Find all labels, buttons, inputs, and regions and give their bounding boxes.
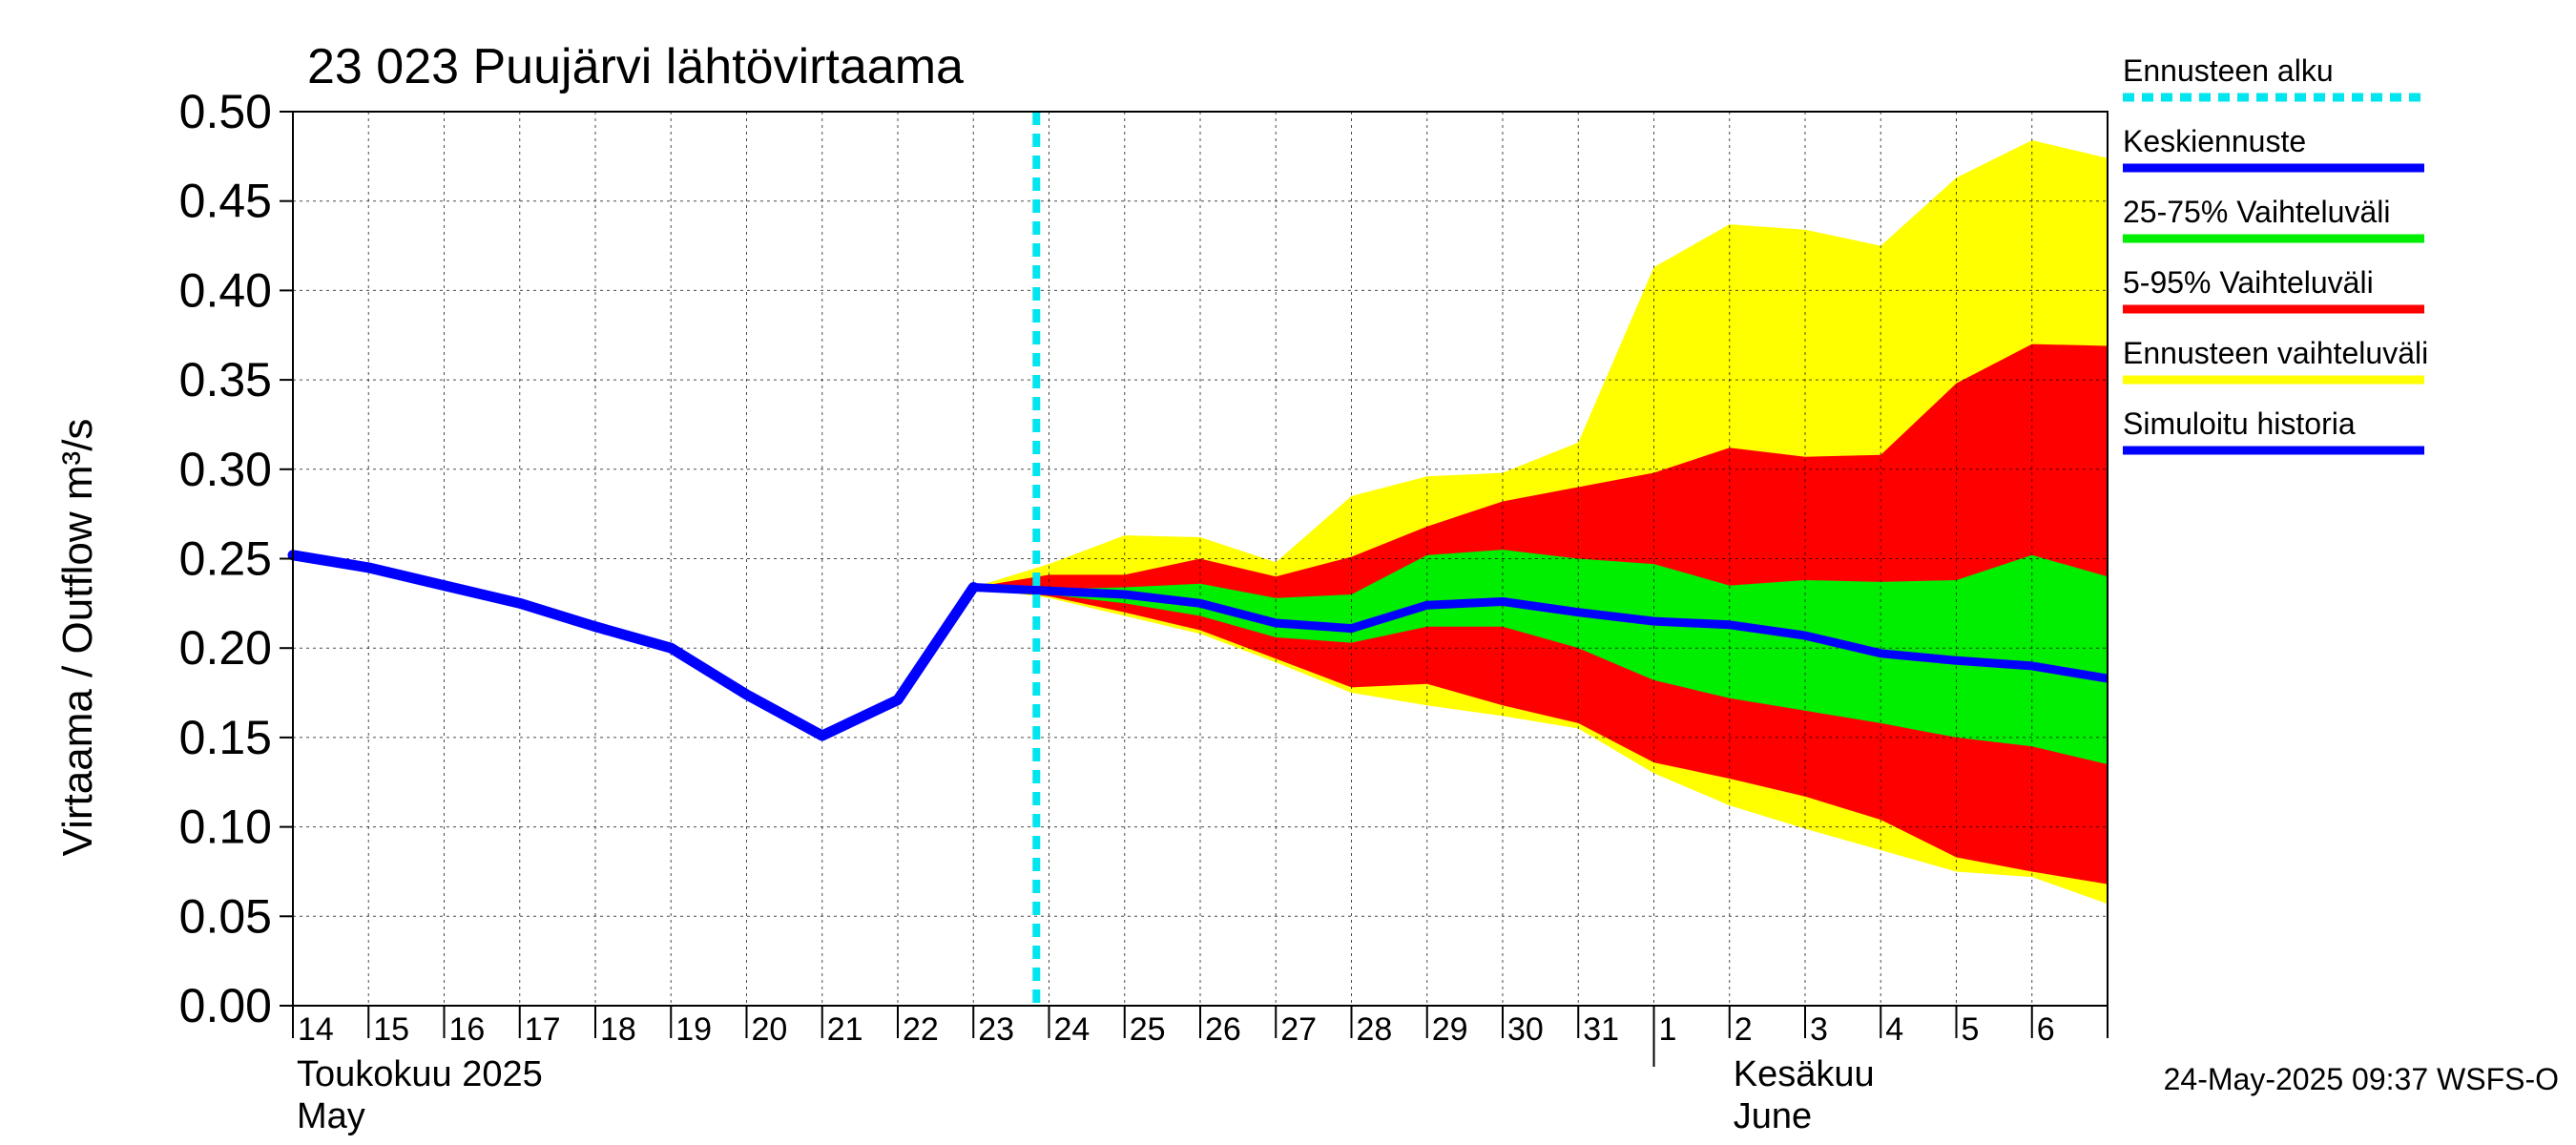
x-tick-label: 18 (600, 1011, 636, 1048)
month-label-line1: Kesäkuu (1734, 1054, 1875, 1094)
y-axis-label: Virtaama / Outflow m³/s (54, 419, 101, 857)
y-tick-label: 0.00 (179, 979, 272, 1032)
y-tick-label: 0.15 (179, 711, 272, 764)
legend-label: Ennusteen vaihteluväli (2123, 336, 2428, 370)
x-tick-label: 16 (449, 1011, 486, 1048)
legend-label: 5-95% Vaihteluväli (2123, 265, 2374, 300)
x-tick-label: 1 (1659, 1011, 1677, 1048)
x-tick-label: 15 (373, 1011, 409, 1048)
y-tick-label: 0.20 (179, 621, 272, 675)
y-tick-label: 0.45 (179, 175, 272, 228)
series-simulated-history (287, 550, 979, 741)
x-tick-label: 30 (1507, 1011, 1544, 1048)
x-tick-label: 6 (2037, 1011, 2055, 1048)
x-tick-label: 29 (1432, 1011, 1468, 1048)
month-label-line1: Toukokuu 2025 (297, 1054, 543, 1094)
forecast-bands (973, 140, 2108, 905)
month-label-line2: May (297, 1096, 365, 1136)
y-tick-label: 0.25 (179, 532, 272, 586)
chart-title: 23 023 Puujärvi lähtövirtaama (307, 39, 964, 94)
month-label-line2: June (1734, 1096, 1812, 1136)
x-tick-label: 31 (1583, 1011, 1619, 1048)
y-tick-label: 0.30 (179, 443, 272, 496)
legend: Ennusteen alku Keskiennuste 25-75% Vaihtel… (2123, 53, 2428, 455)
grid-lines (293, 112, 2108, 1006)
legend-label: 25-75% Vaihteluväli (2123, 195, 2390, 229)
x-tick-label: 4 (1885, 1011, 1903, 1048)
x-tick-label: 22 (903, 1011, 939, 1048)
series-median-forecast (973, 583, 2109, 683)
x-tick-label: 25 (1130, 1011, 1166, 1048)
x-tick-label: 2 (1735, 1011, 1753, 1048)
x-tick-label: 27 (1280, 1011, 1317, 1048)
footer-timestamp: 24-May-2025 09:37 WSFS-O (2164, 1062, 2559, 1096)
series-lines (287, 550, 2109, 741)
x-tick-label: 19 (675, 1011, 712, 1048)
x-axis-ticks: 14 15 16 17 18 19 20 21 22 23 24 25 26 27 28 29 30 31 1 2 3 4… (292, 1006, 2109, 1048)
y-tick-label: 0.10 (179, 801, 272, 854)
y-tick-label: 0.50 (179, 85, 272, 138)
x-tick-label: 17 (525, 1011, 561, 1048)
y-axis-ticks: 0.00 0.05 0.10 0.15 0.20 0.25 0.30 0.35 0.40 0.45… (179, 85, 293, 1032)
legend-label: Simuloitu historia (2123, 406, 2356, 441)
y-tick-label: 0.35 (179, 353, 272, 406)
legend-label: Ennusteen alku (2123, 53, 2334, 88)
x-tick-label: 28 (1357, 1011, 1393, 1048)
legend-label: Keskiennuste (2123, 124, 2306, 158)
x-tick-label: 20 (752, 1011, 788, 1048)
y-tick-label: 0.05 (179, 889, 272, 943)
y-tick-label: 0.40 (179, 263, 272, 317)
x-tick-label: 5 (1962, 1011, 1980, 1048)
x-tick-label: 14 (298, 1011, 334, 1048)
x-tick-label: 26 (1205, 1011, 1241, 1048)
x-tick-label: 24 (1054, 1011, 1091, 1048)
band-25-75 (973, 550, 2108, 764)
x-tick-label: 21 (827, 1011, 863, 1048)
x-tick-label: 23 (978, 1011, 1014, 1048)
x-tick-label: 3 (1810, 1011, 1828, 1048)
